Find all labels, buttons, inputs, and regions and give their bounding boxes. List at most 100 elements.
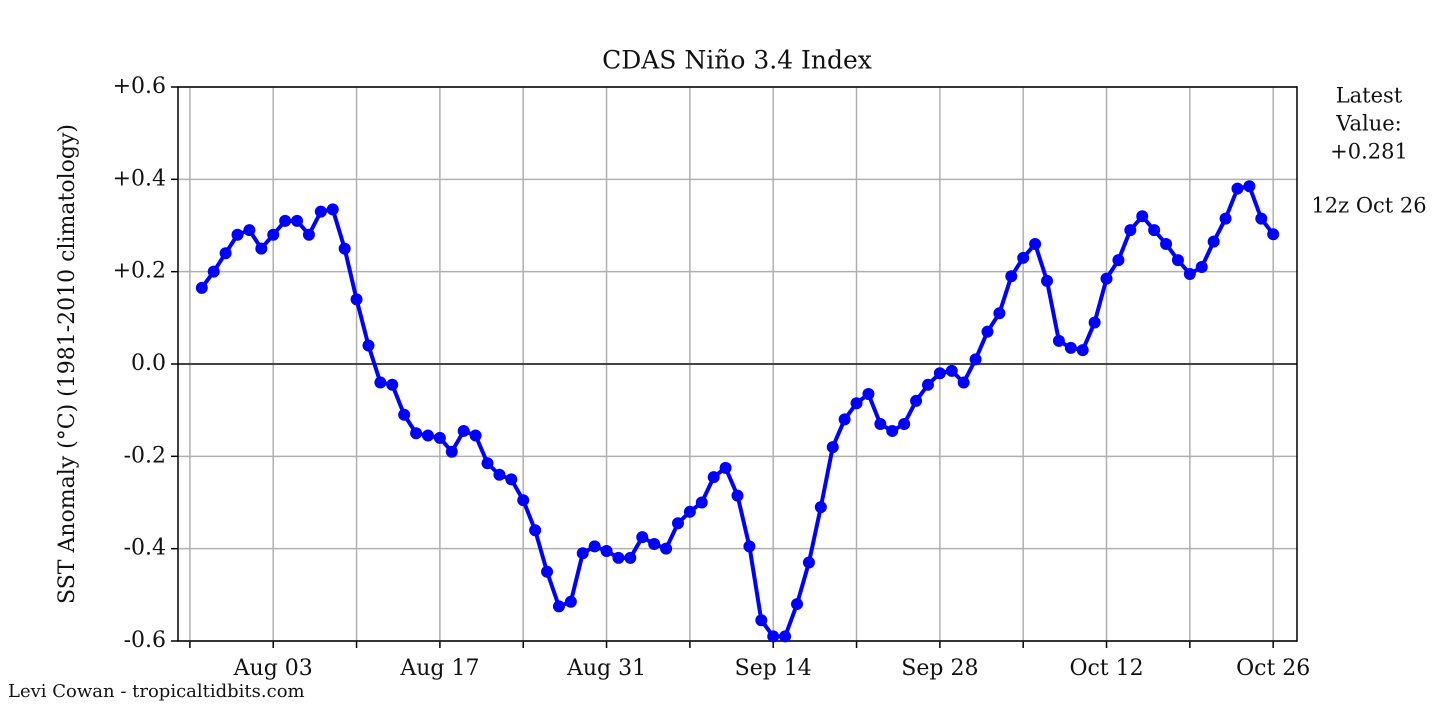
x-tick-label: Aug 31 (566, 656, 646, 681)
data-point (695, 496, 708, 509)
data-point (981, 325, 994, 338)
data-point (350, 293, 363, 306)
data-point (267, 228, 280, 241)
data-point (1207, 235, 1220, 248)
data-point (279, 214, 292, 227)
data-point (1160, 237, 1173, 250)
data-point (791, 598, 804, 611)
data-point (195, 281, 208, 294)
data-point (660, 542, 673, 555)
data-point (541, 565, 554, 578)
data-point (969, 353, 982, 366)
data-point (838, 413, 851, 426)
data-point (410, 427, 423, 440)
data-point (612, 551, 625, 564)
data-point (207, 265, 220, 278)
data-point (469, 429, 482, 442)
data-point (1255, 212, 1268, 225)
x-tick-label: Aug 17 (399, 656, 479, 681)
data-point (767, 630, 780, 643)
data-point (636, 531, 649, 544)
data-point (648, 538, 661, 551)
series-line (200, 184, 1275, 639)
data-point (588, 540, 601, 553)
y-tick-label: -0.2 (124, 443, 166, 468)
data-point (1029, 237, 1042, 250)
data-point (398, 408, 411, 421)
data-point (945, 364, 958, 377)
data-point (1088, 316, 1101, 329)
data-point (457, 424, 470, 437)
data-point (517, 494, 530, 507)
data-point (481, 457, 494, 470)
data-point (1183, 267, 1196, 280)
data-point (624, 551, 637, 564)
data-point (1064, 341, 1077, 354)
data-point (386, 378, 399, 391)
y-tick-label: -0.6 (124, 628, 166, 653)
data-point (1017, 251, 1030, 264)
data-point (600, 544, 613, 557)
data-point (564, 595, 577, 608)
side-time: 12z Oct 26 (1311, 194, 1426, 218)
data-point (421, 429, 434, 442)
x-tick-label: Sep 28 (901, 656, 978, 681)
data-point (505, 473, 518, 486)
data-point (1267, 228, 1280, 241)
credit: Levi Cowan - tropicaltidbits.com (8, 681, 305, 702)
y-tick-label: -0.4 (124, 536, 166, 561)
data-point (302, 228, 315, 241)
data-point (779, 630, 792, 643)
data-point (1076, 344, 1089, 357)
data-point (362, 339, 375, 352)
data-point (886, 424, 899, 437)
data-point (255, 242, 268, 255)
data-point (755, 614, 768, 627)
x-tick-label: Oct 26 (1236, 656, 1310, 681)
data-point (814, 501, 827, 514)
x-tick-label: Aug 03 (233, 656, 313, 681)
chart-title: CDAS Niño 3.4 Index (602, 46, 872, 75)
data-point (291, 214, 304, 227)
data-point (898, 418, 911, 431)
y-tick-label: +0.2 (113, 259, 166, 284)
data-point (1100, 272, 1113, 285)
data-point (802, 556, 815, 569)
data-point (1243, 180, 1256, 193)
data-point (338, 242, 351, 255)
data-point (921, 378, 934, 391)
data-point (707, 471, 720, 484)
side-note: Value: (1335, 112, 1402, 136)
data-point (433, 431, 446, 444)
data-point (910, 394, 923, 407)
data-point (314, 205, 327, 218)
data-point (1124, 224, 1137, 237)
data-point (493, 468, 506, 481)
data-point (731, 489, 744, 502)
side-note: +0.281 (1330, 140, 1408, 164)
y-tick-label: +0.4 (113, 166, 166, 191)
data-point (374, 376, 387, 389)
data-point (243, 224, 256, 237)
data-point (326, 203, 339, 216)
data-point (683, 505, 696, 518)
data-point (993, 307, 1006, 320)
data-point (874, 418, 887, 431)
data-point (743, 540, 756, 553)
data-point (719, 461, 732, 474)
y-tick-label: 0.0 (131, 351, 166, 376)
data-point (219, 247, 232, 260)
data-point (862, 388, 875, 401)
data-point (1112, 254, 1125, 267)
data-point (1136, 210, 1149, 223)
x-tick-label: Sep 14 (735, 656, 812, 681)
data-point (1231, 182, 1244, 195)
data-point (552, 600, 565, 613)
x-tick-label: Oct 12 (1069, 656, 1143, 681)
y-tick-label: +0.6 (113, 74, 166, 99)
data-point (231, 228, 244, 241)
data-point (850, 397, 863, 410)
data-point (1041, 274, 1054, 287)
data-point (1171, 254, 1184, 267)
data-point (826, 441, 839, 454)
